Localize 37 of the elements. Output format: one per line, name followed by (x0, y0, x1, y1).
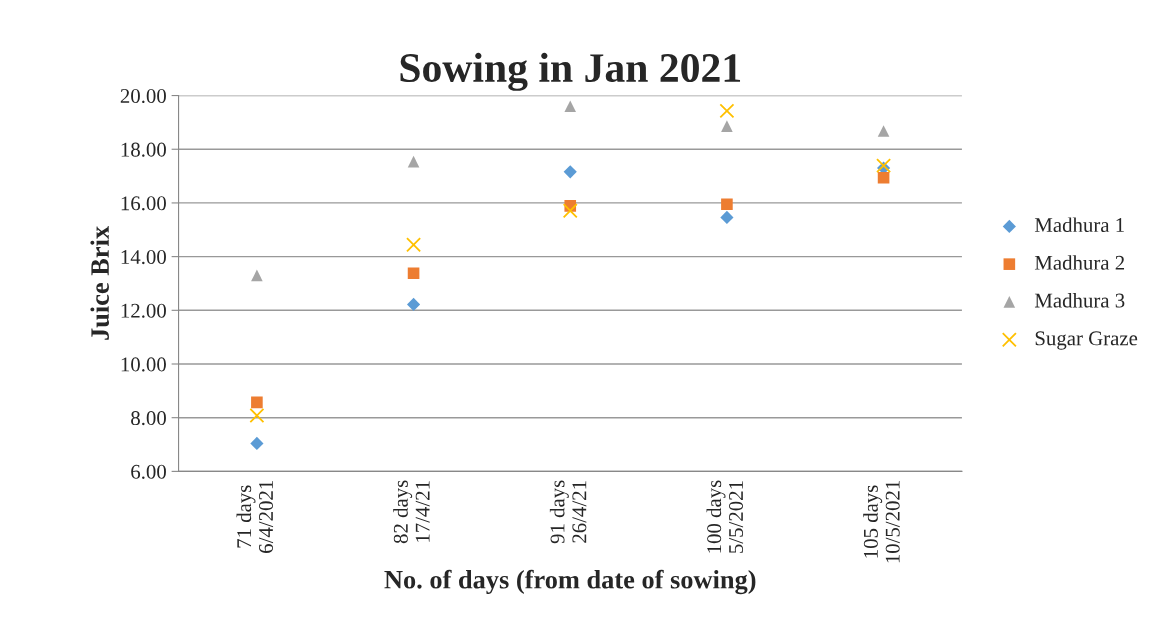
point (564, 100, 577, 113)
y-tick-label: 18.00 (121, 142, 166, 157)
point (251, 269, 263, 282)
legend-label: Madhura 2 (1034, 255, 1125, 270)
chart-title: Sowing in Jan 2021 (400, 52, 741, 91)
point (563, 165, 577, 179)
x-tick-label: 91 days 26/4/21 (549, 480, 587, 544)
point (406, 297, 421, 311)
x-tick-label: 82 days 17/4/21 (393, 480, 430, 544)
point (250, 436, 264, 451)
legend-label: Sugar Graze (1035, 331, 1138, 350)
x-axis-title: No. of days (from date of sowing) (384, 569, 756, 595)
legend-label: Madhura 1 (1034, 217, 1124, 233)
point (407, 267, 420, 280)
point (249, 408, 265, 424)
y-axis-title: Juice Brix (90, 226, 110, 340)
point (721, 198, 733, 211)
x-tick-label: 71 days 6/4/2021 (236, 480, 274, 553)
point (721, 120, 733, 132)
legend-label: Madhura 3 (1034, 292, 1125, 308)
point (877, 171, 890, 184)
point (251, 396, 263, 409)
point (407, 155, 420, 168)
y-tick-label: 20.00 (120, 88, 166, 104)
y-tick-label: 14.00 (121, 249, 166, 265)
point (719, 103, 735, 119)
x-tick-label: 105 days 10/5/2021 (863, 480, 900, 563)
y-tick-label: 6.00 (131, 464, 166, 479)
y-tick-label: 16.00 (121, 196, 166, 211)
point (877, 125, 890, 137)
x-tick-label: 100 days 5/5/2021 (706, 480, 744, 553)
point (720, 210, 734, 225)
point (562, 203, 578, 219)
y-tick-label: 12.00 (121, 303, 166, 318)
point (406, 237, 422, 253)
y-tick-label: 10.00 (121, 357, 166, 372)
y-tick-label: 8.00 (131, 411, 166, 426)
